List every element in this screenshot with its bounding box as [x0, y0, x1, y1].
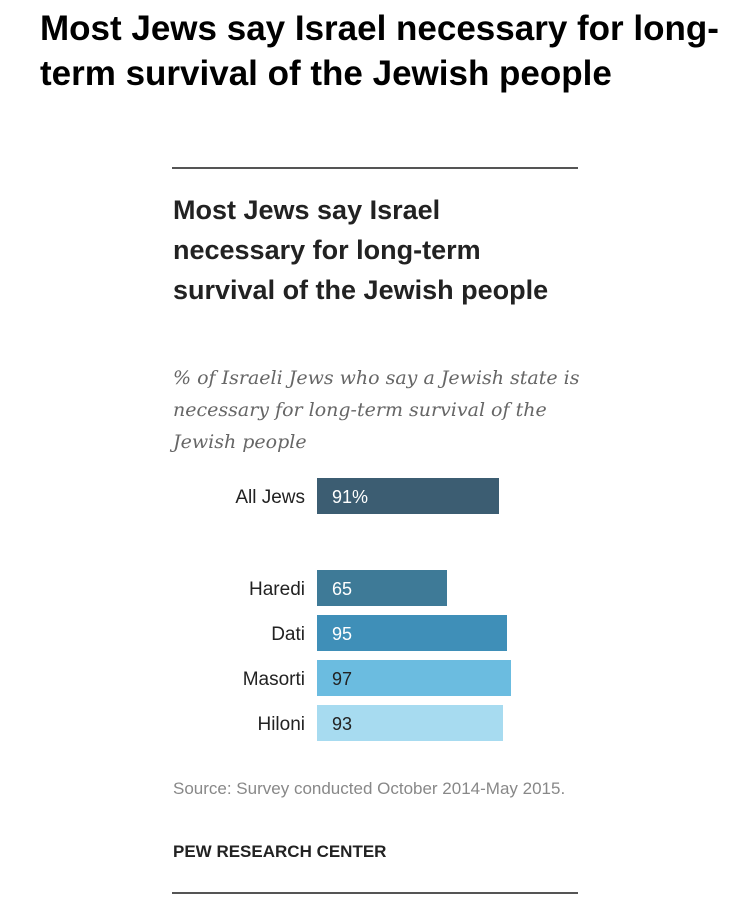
category-label-all-jews: All Jews	[235, 487, 305, 508]
top-divider	[172, 167, 578, 169]
value-label-hiloni: 93	[332, 714, 352, 734]
value-label-masorti: 97	[332, 669, 352, 689]
bar-all-jews	[317, 478, 499, 514]
bar-dati	[317, 615, 507, 651]
bar-haredi	[317, 570, 447, 606]
category-label-hiloni: Hiloni	[257, 714, 305, 735]
chart-title: Most Jews say Israel necessary for long-…	[173, 195, 549, 305]
organization-name: PEW RESEARCH CENTER	[173, 842, 387, 861]
category-label-dati: Dati	[271, 624, 305, 645]
category-label-haredi: Haredi	[249, 579, 305, 600]
value-label-dati: 95	[332, 624, 352, 644]
value-label-haredi: 65	[332, 579, 352, 599]
source-note: Source: Survey conducted October 2014-Ma…	[173, 779, 566, 798]
page-headline: Most Jews say Israel necessary for long-…	[40, 9, 719, 93]
bar-hiloni	[317, 705, 503, 741]
chart-subtitle: % of Israeli Jews who say a Jewish state…	[173, 367, 580, 453]
bar-masorti	[317, 660, 511, 696]
bottom-divider	[172, 892, 578, 894]
value-label-all-jews: 91%	[332, 487, 368, 507]
category-label-masorti: Masorti	[243, 669, 305, 690]
